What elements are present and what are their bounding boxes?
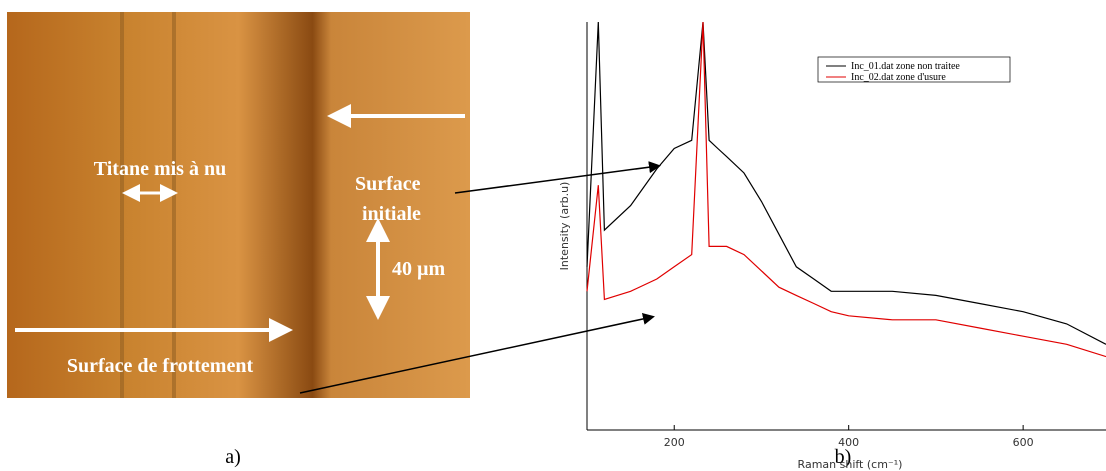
label: Surface de frottement <box>67 355 254 377</box>
label: Titane mis à nu <box>94 158 226 180</box>
spectrum-chart: Intensity (arb.u) Raman shift (cm⁻¹) 200… <box>558 21 1106 471</box>
caption: a) <box>225 446 241 468</box>
photo-panel: Titane mis à nu Surface initiale 40 µm S… <box>7 12 470 398</box>
groove <box>172 12 176 398</box>
pointer-arrow <box>454 161 661 194</box>
pointer-arrow <box>299 313 655 394</box>
series-line <box>586 21 1106 345</box>
x-tick-label: 400 <box>838 436 859 449</box>
x-tick-label: 200 <box>664 436 685 449</box>
series-line <box>586 21 1106 358</box>
label: 40 µm <box>392 258 446 280</box>
x-axis-label: Raman shift (cm⁻¹) <box>798 458 903 471</box>
groove <box>120 12 124 398</box>
legend-label: Inc_01.dat zone non traitee <box>851 61 960 72</box>
label: initiale <box>362 203 421 225</box>
micrograph <box>7 12 470 398</box>
y-axis-label: Intensity (arb.u) <box>558 182 571 271</box>
legend-label: Inc_02.dat zone d'usure <box>851 72 946 83</box>
label: Surface <box>355 173 421 195</box>
x-tick-label: 600 <box>1013 436 1034 449</box>
caption: b) <box>835 446 852 468</box>
legend <box>817 56 1011 83</box>
